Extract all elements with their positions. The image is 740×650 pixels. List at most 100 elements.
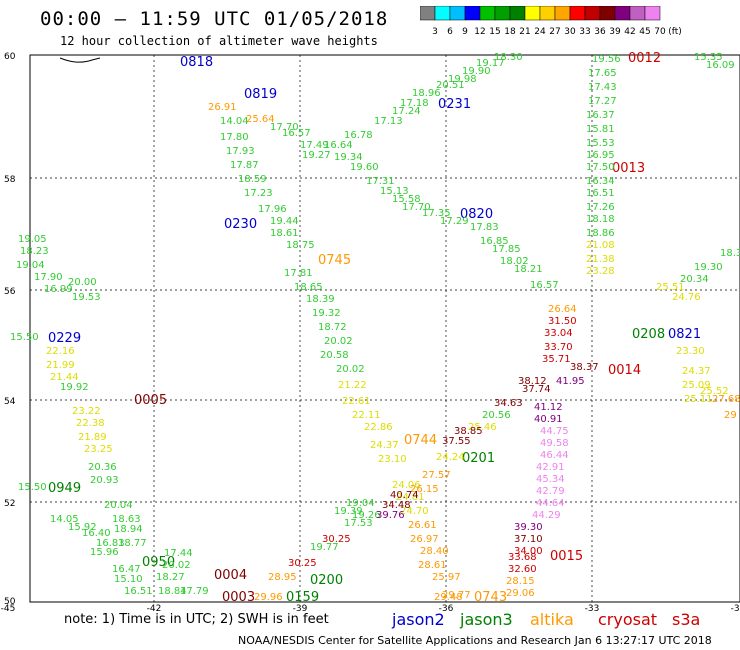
wave-height-value: 19.17: [476, 58, 505, 69]
wave-height-value: 25.09: [682, 380, 711, 391]
x-tick-label: -39: [293, 604, 308, 614]
wave-height-value: 17.79: [180, 586, 209, 597]
wave-height-value: 18.59: [238, 174, 267, 185]
wave-height-value: 18.72: [318, 322, 347, 333]
wave-height-value: 20.34: [680, 274, 709, 285]
pass-time-label: 0821: [668, 327, 701, 342]
coastline-fragment: [59, 57, 101, 63]
colorbar-label: (ft): [668, 27, 682, 37]
wave-height-value: 24.81: [396, 492, 425, 503]
wave-height-value: 20.02: [162, 560, 191, 571]
wave-height-value: 19.98: [448, 74, 477, 85]
pass-time-label: 0820: [460, 207, 493, 222]
y-tick-label: 54: [4, 397, 16, 407]
x-tick-label: -42: [147, 604, 162, 614]
y-tick-label: 50: [4, 597, 16, 607]
colorbar-label: 42: [624, 27, 635, 37]
wave-height-value: 16.83: [96, 538, 125, 549]
colorbar-label: 36: [594, 27, 606, 37]
wave-height-value: 18.75: [286, 240, 315, 251]
pass-time-label: 0819: [244, 87, 277, 102]
wave-height-value: 19.04: [16, 260, 45, 271]
y-tick-label: 60: [4, 52, 16, 62]
y-tick-label: 52: [4, 499, 15, 509]
pass-time-label: 0004: [214, 568, 247, 583]
wave-height-colorbar: 3 6 9 12 15 18 21 24 27 30 33 36 39 42 45 70 (ft): [420, 6, 682, 37]
wave-height-value: 19.44: [270, 216, 299, 227]
wave-height-value: 17.18: [400, 98, 429, 109]
legend-s3a: s3a: [672, 610, 701, 629]
wave-height-value: 15.10: [114, 574, 143, 585]
wave-height-value: 26.61: [408, 520, 437, 531]
wave-height-value: 21.22: [338, 380, 367, 391]
wave-height-value: 33.04: [544, 328, 573, 339]
wave-height-value: 18.27: [156, 572, 185, 583]
lat-lon-grid: [30, 55, 740, 602]
wave-height-value: 18.39: [306, 294, 335, 305]
wave-height-value: 27.68: [712, 394, 740, 405]
wave-height-value: 19.04: [346, 498, 375, 509]
wave-height-value: 25.11: [684, 394, 713, 405]
wave-height-value: 42.79: [536, 486, 565, 497]
wave-height-value: 24.06: [392, 480, 421, 491]
x-tick-label: -30: [731, 604, 740, 614]
wave-height-value: 22.16: [46, 346, 75, 357]
wave-height-value: 15.58: [392, 194, 421, 205]
wave-height-value: 34.63: [494, 398, 523, 409]
colorbar-label: 24: [534, 27, 546, 37]
wave-height-value: 17.93: [226, 146, 255, 157]
legend-jason2: jason2: [392, 610, 445, 629]
wave-height-value: 16.40: [82, 528, 111, 539]
colorbar-label: 27: [549, 27, 560, 37]
wave-height-value: 30.25: [322, 534, 351, 545]
wave-height-value: 23.30: [676, 346, 705, 357]
pass-time-label: 0014: [608, 363, 641, 378]
legend-jason3: jason3: [460, 610, 513, 629]
wave-height-value: 24.37: [682, 366, 711, 377]
wave-height-value: 15.35: [694, 52, 723, 63]
x-tick-label: -45: [1, 604, 16, 614]
wave-height-value: 20.93: [90, 475, 119, 486]
wave-height-value: 39.30: [514, 522, 543, 533]
wave-height-value: 30.25: [288, 558, 317, 569]
wave-height-value: 20.51: [436, 80, 465, 91]
wave-height-value: 20.56: [482, 410, 511, 421]
wave-height-value: 28.61: [418, 560, 447, 571]
wave-height-value: 19.56: [592, 54, 621, 65]
colorbar-label: 70: [654, 27, 666, 37]
y-tick-label: 56: [4, 287, 16, 297]
wave-height-value: 22.11: [352, 410, 381, 421]
pass-time-label: 0949: [48, 481, 81, 496]
wave-height-value: 17.70: [270, 122, 299, 133]
legend-cryosat: cryosat: [598, 610, 658, 629]
wave-height-value: 17.31: [366, 176, 395, 187]
wave-height-value: 27.57: [422, 470, 451, 481]
wave-height-value: 18.18: [586, 214, 615, 225]
colorbar-swatch: [644, 6, 661, 21]
wave-height-value: 25.52: [700, 386, 729, 397]
wave-height-value: 15.92: [68, 522, 97, 533]
wave-height-value: 46.44: [540, 450, 569, 461]
y-tick-label: 58: [4, 175, 16, 185]
wave-height-value: 19.30: [694, 262, 723, 273]
wave-height-value: 16.64: [324, 140, 353, 151]
wave-height-value: 20.58: [320, 350, 349, 361]
pass-time-label: 0005: [134, 393, 167, 408]
wave-height-value: 34.00: [514, 546, 543, 557]
wave-height-value: 16.37: [586, 110, 615, 121]
wave-height-value: 19.90: [462, 66, 491, 77]
wave-height-value: 35.71: [542, 354, 571, 365]
wave-height-value: 21.38: [586, 254, 615, 265]
wave-height-value: 15.81: [586, 124, 615, 135]
wave-height-value: 17.35: [422, 208, 451, 219]
wave-height-value: 18.63: [112, 514, 141, 525]
pass-time-label: 0200: [310, 573, 343, 588]
wave-height-value: 18.30: [494, 52, 523, 63]
wave-height-value: 28.40: [420, 546, 449, 557]
wave-height-value: 44.75: [540, 426, 569, 437]
wave-height-value: 14.04: [220, 116, 249, 127]
pass-time-label: 0231: [438, 97, 471, 112]
wave-height-value: 18.65: [294, 282, 323, 293]
wave-height-value: 24.76: [672, 292, 701, 303]
